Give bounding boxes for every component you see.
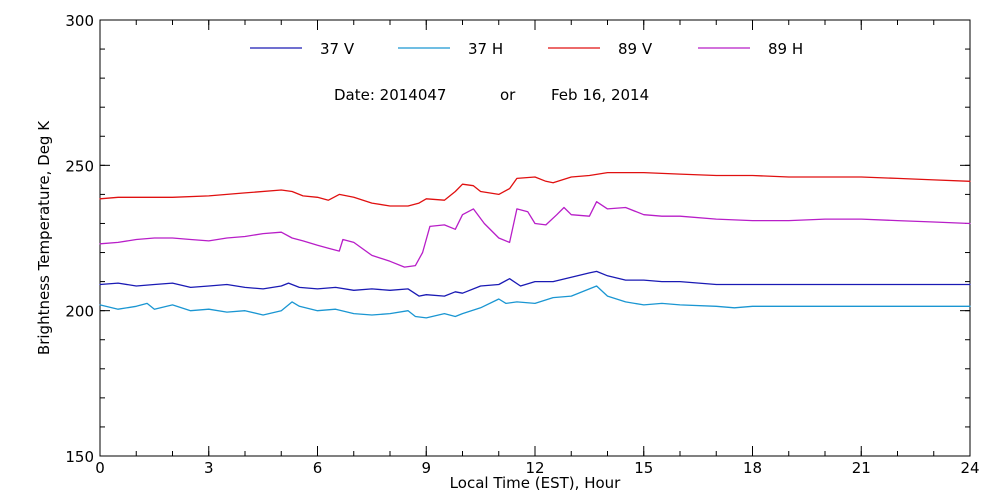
series-line-89-h [99, 201, 971, 268]
date-connector: or [500, 86, 516, 104]
y-axis-title: Brightness Temperature, Deg K [35, 120, 53, 355]
legend-label-37-v: 37 V [320, 40, 355, 58]
legend-label-89-h: 89 H [768, 40, 803, 58]
x-tick-label: 15 [634, 459, 653, 477]
y-tick-label: 250 [65, 157, 94, 175]
axis-ticks [99, 19, 971, 457]
date-label: Date: 2014047 [334, 86, 446, 104]
x-tick-label: 24 [960, 459, 979, 477]
series-line-89-v [99, 171, 971, 207]
x-tick-labels: 0 3 6 9 12 15 18 21 24 [95, 459, 979, 477]
y-tick-label: 150 [65, 448, 94, 466]
legend: 37 V 37 H 89 V 89 H [250, 40, 803, 58]
x-axis-title: Local Time (EST), Hour [450, 474, 621, 492]
series-lines [99, 171, 971, 319]
series-line-37-h [99, 285, 971, 319]
y-tick-label: 300 [65, 12, 94, 30]
legend-label-89-v: 89 V [618, 40, 653, 58]
y-tick-labels: 150 200 250 300 [65, 12, 94, 466]
x-tick-label: 3 [204, 459, 214, 477]
date-alt: Feb 16, 2014 [551, 86, 649, 104]
x-tick-label: 9 [421, 459, 431, 477]
y-tick-label: 200 [65, 303, 94, 321]
x-tick-label: 6 [313, 459, 323, 477]
legend-label-37-h: 37 H [468, 40, 503, 58]
x-tick-label: 12 [525, 459, 544, 477]
x-tick-label: 0 [95, 459, 105, 477]
x-tick-label: 18 [743, 459, 762, 477]
series-line-37-v [99, 270, 971, 297]
x-tick-label: 21 [852, 459, 871, 477]
